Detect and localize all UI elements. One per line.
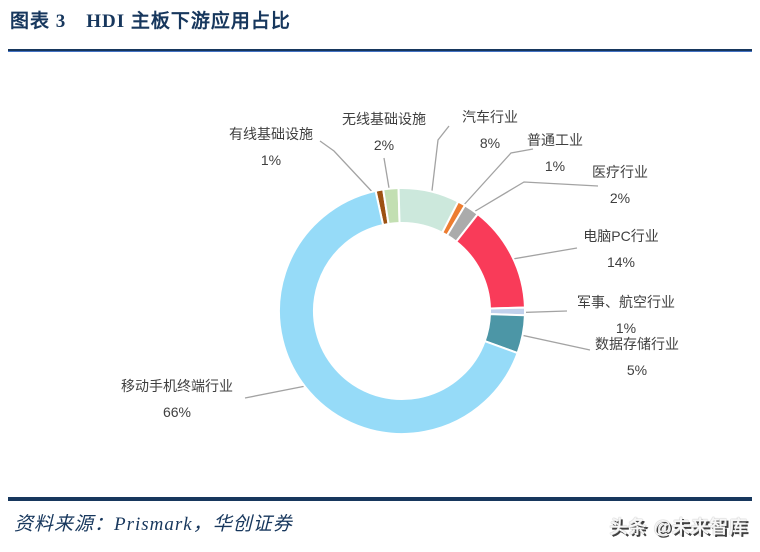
title-divider: [8, 49, 752, 52]
leader-line-general-industry: [461, 148, 534, 208]
figure-title: 图表 3 HDI 主板下游应用占比: [10, 11, 291, 32]
watermark-text: 头条 @未来智库: [609, 517, 748, 537]
leader-line-automotive: [430, 125, 450, 200]
leader-line-medical: [471, 181, 599, 214]
source-text: 资料来源：Prismark，华创证券: [14, 514, 293, 535]
donut-slice-mobile-phone-terminal: [278, 189, 519, 435]
donut-slice-pc-computer: [454, 212, 526, 310]
leader-line-wired-infrastructure: [319, 140, 378, 198]
footer-divider: [8, 497, 752, 501]
